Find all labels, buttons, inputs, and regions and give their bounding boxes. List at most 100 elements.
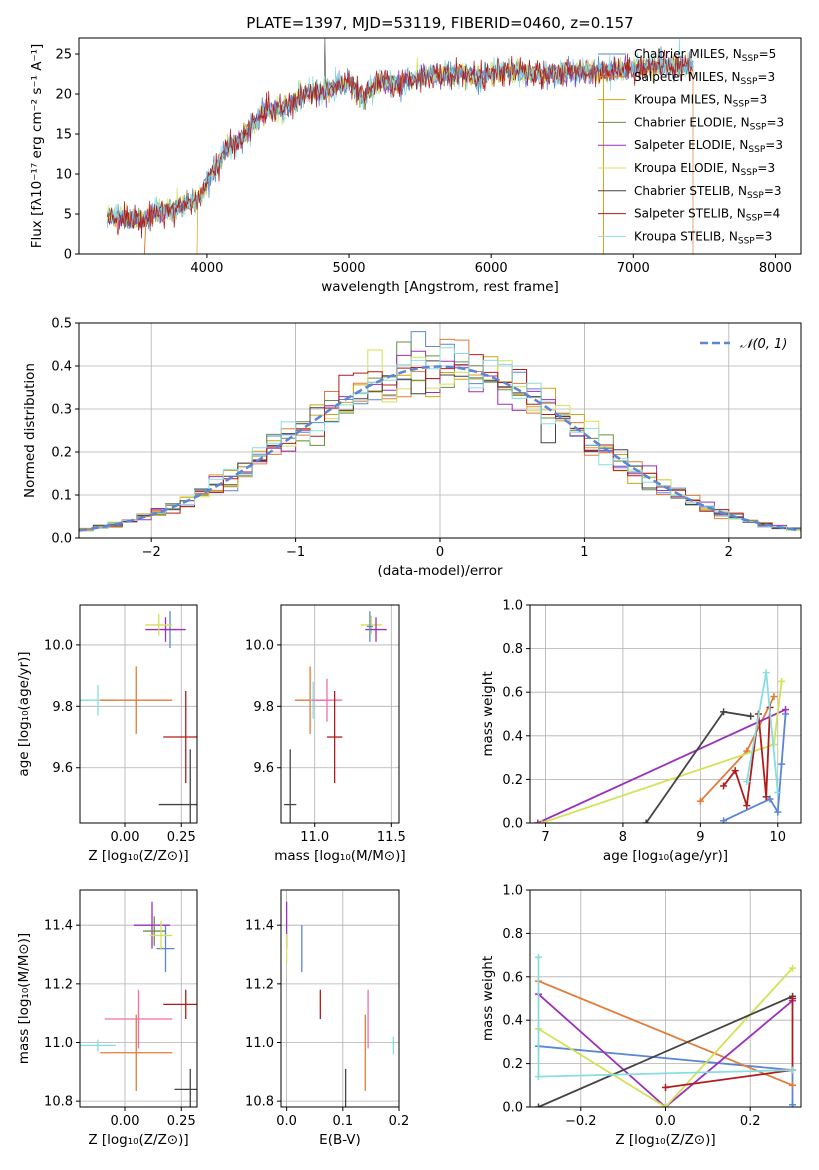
histogram-series [79,331,801,532]
legend-tail: =3 [757,70,775,84]
legend-label: Salpeter MILES, NSSP=3 [634,70,775,87]
legend-tail: =3 [766,115,784,129]
axes-frame [280,604,400,824]
x-tick-label: −0.2 [565,1114,597,1129]
legend-sub: SSP [741,77,758,87]
axes-weight_vs_Z: −0.2 0.0 0.2 0.0 0.2 0.4 0.6 0.8 1.0 Z [log₁₀(Z/Z… [480,884,802,1148]
y-tick-label: 11.4 [44,919,73,934]
legend-text: Kroupa ELODIE, N [634,161,741,175]
x-tick-label: 11.5 [377,830,406,845]
x-tick-label: 7000 [617,261,650,276]
x-axis-label: Z [log₁₀(Z/Z⊙)] [88,848,188,864]
y-axis-label: Normed distribution [22,363,38,498]
x-tick-label: 6000 [475,261,508,276]
y-tick-label: 9.6 [253,761,274,776]
y-tick-label: 0.0 [51,532,72,547]
y-tick-label: 11.0 [44,1036,73,1051]
axes-age_vs_Z: 0.00 0.25 9.6 9.8 10.0 Z [log₁₀(Z/Z⊙)] age [lo… [16,604,198,864]
axes-frame [78,322,802,539]
weight-line [722,707,771,806]
normal-curve [79,365,801,532]
y-tick-label: 1.0 [502,599,523,614]
x-tick-label: 7 [541,830,549,845]
y-tick-label: 0.3 [51,403,72,418]
legend-text: Chabrier MILES, N [634,47,742,61]
x-tick-label: 0.25 [167,830,196,845]
legend-label: Kroupa MILES, NSSP=3 [634,93,767,110]
y-tick-label: 0.6 [502,970,523,985]
axes-frame [529,889,802,1108]
x-tick-label: 2 [725,545,733,560]
x-tick-label: 8 [619,830,627,845]
legend-label: Chabrier MILES, NSSP=5 [634,47,776,64]
legend-sub: SSP [747,191,764,201]
y-tick-label: 0.2 [502,773,523,788]
legend-text: Chabrier STELIB, N [634,184,747,198]
y-axis-label: mass weight [480,671,496,756]
weight-series [534,953,797,1107]
y-tick-label: 10.8 [44,1095,73,1110]
x-tick-label: 0.0 [276,1114,297,1129]
y-tick-label: 0 [64,248,72,263]
legend-text: Salpeter ELODIE, N [634,138,748,152]
errorbar-series [284,611,387,823]
y-tick-label: 11.2 [245,977,274,992]
x-axis-label: age [log₁₀(age/yr)] [603,848,728,864]
y-tick-label: 0.4 [51,360,72,375]
x-tick-label: 5000 [332,261,365,276]
legend-text: Kroupa STELIB, N [634,229,738,243]
weight-line [537,993,794,1107]
spectrum-line-salpeter_stelib [107,49,694,239]
y-tick-label: 25 [55,48,72,63]
weight-line [537,708,786,823]
axes-frame [79,604,198,824]
y-tick-label: 10.0 [44,638,73,653]
y-axis-label: age [log₁₀(age/yr)] [16,651,32,776]
legend-sub: SSP [741,168,758,178]
y-tick-label: 11.2 [44,977,73,992]
axes-weight_vs_age: 7 8 9 10 0.0 0.2 0.4 0.6 0.8 1.0 age [log₁₀(age/yr… [480,599,802,864]
legend-label: Salpeter STELIB, NSSP=4 [634,207,780,224]
y-tick-label: 11.4 [245,919,274,934]
x-tick-label: 4000 [190,261,223,276]
x-tick-label: 11.0 [300,830,329,845]
axes-frame [79,889,198,1108]
legend-sub: SSP [738,236,755,246]
legend-text: Salpeter MILES, N [634,70,741,84]
y-tick-label: 10 [55,168,72,183]
y-tick-label: 10.8 [245,1095,274,1110]
y-tick-label: 9.8 [52,700,73,715]
y-tick-label: 0.4 [502,1014,523,1029]
x-tick-label: 10 [769,830,786,845]
legend-tail: =3 [764,184,782,198]
axes-spectrum: 4000 5000 6000 7000 8000 0 5 10 15 20 25 wavelength… [29,37,802,295]
legend-label: Kroupa STELIB, NSSP=3 [634,229,772,246]
axes-mass_vs_Z: 0.00 0.25 10.8 11.0 11.2 11.4 Z [log₁₀(Z/Z⊙)] m… [16,889,198,1148]
y-tick-label: 10.0 [245,638,274,653]
y-tick-label: 0.8 [502,642,523,657]
axes-frame [78,37,802,255]
histogram-kroupa_stelib [79,347,801,531]
weight-line [538,995,793,1107]
axes-frame [529,604,802,824]
y-axis-label: mass [log₁₀(M/M⊙)] [16,933,32,1064]
weight-line [538,980,793,1087]
spectrum-lines [107,38,694,254]
legend-text: Chabrier ELODIE, N [634,115,750,129]
y-tick-label: 9.8 [253,700,274,715]
y-tick-label: 5 [64,208,72,223]
x-tick-label: 8000 [759,261,792,276]
legend-text: Kroupa MILES, N [634,93,733,107]
legend-sub: SSP [733,100,750,110]
legend-label: 𝒩(0, 1) [740,337,787,352]
legend-tail: =3 [750,93,768,107]
legend-sub: SSP [742,54,759,64]
axes-frame [280,889,400,1108]
y-tick-label: 0.0 [502,817,523,832]
y-tick-label: 9.6 [52,761,73,776]
legend-tail: =4 [763,207,781,221]
x-tick-label: 0.2 [740,1114,761,1129]
y-tick-label: 0.4 [502,729,523,744]
legend-label: Chabrier ELODIE, NSSP=3 [634,115,784,132]
